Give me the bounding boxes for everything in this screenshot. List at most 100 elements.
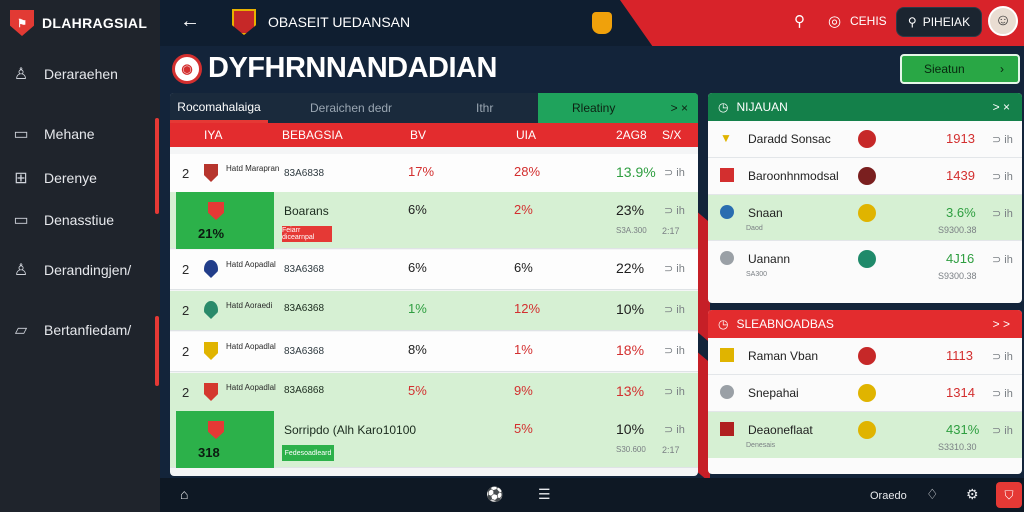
item-small-2: S3310.30	[938, 442, 977, 452]
column-header[interactable]: BV	[410, 128, 427, 142]
brand[interactable]: ⚑ DLAHRAGSIAL	[10, 10, 147, 36]
sidebar-item-1[interactable]: ▭ Mehane	[12, 126, 94, 143]
stat-uia: 5%	[514, 421, 533, 436]
sidebar-item-2[interactable]: ⊞ Derenye	[12, 170, 97, 187]
list-item[interactable]: Snaan 3.6% ⊃ ih Daod S9300.38	[708, 195, 1022, 241]
team-subtitle: 83A6368	[284, 303, 325, 314]
card-arrows[interactable]: > >	[992, 317, 1010, 331]
table-row[interactable]: 21% Boarans Feiarr dicearnpal 6% 2% 23% …	[170, 192, 698, 249]
item-action[interactable]: ⊃ ih	[992, 388, 1013, 400]
bell-icon[interactable]: ♢	[926, 486, 939, 502]
filter-button-label: Sieatun	[924, 62, 965, 76]
team-icon	[720, 205, 734, 219]
item-action[interactable]: ⊃ ih	[992, 351, 1013, 363]
row-action[interactable]: ⊃ ih	[664, 304, 685, 316]
table-row[interactable]: 2 Hatd Marapran 83A6838 17% 28% 13.9% ⊃ …	[170, 154, 698, 194]
row-action[interactable]: ⊃ ih	[664, 167, 685, 179]
item-action[interactable]: ⊃ ih	[992, 134, 1013, 146]
tab-1[interactable]: Deraichen dedr	[310, 93, 392, 123]
rank: 2	[182, 166, 190, 181]
table-row[interactable]: 2 Hatd Aoraedi 83A6368 1% 12% 10% ⊃ ih	[170, 291, 698, 331]
column-header[interactable]: IYA	[204, 128, 223, 142]
filter-button[interactable]: Sieatun ›	[900, 54, 1020, 84]
sidebar-item-5[interactable]: ▱ Bertanfiedam/	[12, 322, 131, 339]
stat-uia: 12%	[514, 301, 541, 316]
item-name: Snaan	[748, 206, 783, 220]
alert-button[interactable]: ⛉	[996, 482, 1022, 508]
item-action[interactable]: ⊃ ih	[992, 425, 1013, 437]
team-subtitle: 83A6838	[284, 168, 325, 179]
stat-bv: 6%	[408, 260, 427, 275]
card-arrows[interactable]: > ×	[992, 100, 1010, 114]
account-button[interactable]: ⚲ PIHEIAK	[896, 7, 982, 37]
column-header[interactable]: 2AG8	[616, 128, 647, 142]
table-row[interactable]: 2 Hatd Aopadlal 83A6368 6% 6% 22% ⊃ ih	[170, 250, 698, 290]
sidebar-scroll-accent[interactable]	[155, 316, 159, 386]
tab-3[interactable]: Rleatiny > ×	[538, 93, 698, 123]
team-icon	[720, 422, 734, 436]
row-action[interactable]: ⊃ ih	[664, 386, 685, 398]
list-item[interactable]: Snepahai 1314 ⊃ ih	[708, 375, 1022, 412]
home-icon[interactable]: ⌂	[180, 486, 189, 502]
sidebar-item-4[interactable]: ♙ Derandingjen/	[12, 262, 131, 279]
header: ← OBASEIT UEDANSAN ⚲ ◎ CEHIS ⚲ PIHEIAK ☺	[160, 0, 1024, 46]
row-action[interactable]: ⊃ ih	[664, 263, 685, 275]
stat-2ag8: 10%	[616, 421, 645, 437]
table-tabs: Rocomahalaiga Deraichen dedr Ithr Rleati…	[170, 93, 698, 123]
list-item[interactable]: Deaoneflaat 431% ⊃ ih Denesais S3310.30	[708, 412, 1022, 458]
trophy-icon[interactable]	[592, 12, 612, 34]
team-icon	[720, 348, 734, 362]
search-icon[interactable]: ⚲	[794, 13, 805, 30]
list-item[interactable]: Baroonhnmodsal 1439 ⊃ ih	[708, 158, 1022, 195]
row-action[interactable]: ⊃ ih	[664, 205, 685, 217]
settings-icon[interactable]: ◎	[828, 13, 842, 30]
sidebar-scroll-accent[interactable]	[155, 118, 159, 214]
bottom-bar-label[interactable]: Oraedo	[870, 490, 907, 502]
sidebar-item-3[interactable]: ▭ Denasstiue	[12, 212, 114, 229]
row-action[interactable]: ⊃ ih	[664, 345, 685, 357]
list-item[interactable]: Raman Vban 1113 ⊃ ih	[708, 338, 1022, 375]
bottom-bar: ⌂ ⚽ ☰ Oraedo ♢ ⚙ ⛉	[160, 478, 1024, 512]
tab-label: Ithr	[476, 101, 494, 115]
item-action[interactable]: ⊃ ih	[992, 254, 1013, 266]
row-small: S30.600	[616, 445, 646, 454]
item-action[interactable]: ⊃ ih	[992, 171, 1013, 183]
table-row[interactable]: 2 Hatd Aopadlal 83A6368 8% 1% 18% ⊃ ih	[170, 332, 698, 372]
column-header[interactable]: UIA	[516, 128, 537, 142]
team-crest-icon	[204, 260, 218, 278]
back-arrow-icon[interactable]: ←	[180, 10, 200, 32]
right-card-top: ◷ NIJAUAN > × ▼ Daradd Sonsac 1913 ⊃ ih …	[708, 93, 1022, 303]
team-subtitle: 83A6368	[284, 264, 325, 275]
card-header: ◷ SLEABNOADBAS > >	[708, 310, 1022, 338]
list-icon[interactable]: ☰	[538, 486, 551, 502]
settings-icon[interactable]: ⚙	[966, 486, 979, 502]
column-header[interactable]: S/X	[662, 128, 682, 142]
stat-2ag8: 13%	[616, 383, 645, 399]
clock-icon: ◷	[718, 317, 729, 331]
list-item[interactable]: Uanann 4J16 ⊃ ih SA300 S9300.38	[708, 241, 1022, 287]
tab-2[interactable]: Ithr	[476, 93, 493, 123]
table-row[interactable]: 318 Sorripdo (Alh Karo10100 Fedesoadlear…	[170, 411, 698, 468]
team-subtitle: 83A6868	[284, 385, 325, 396]
item-action[interactable]: ⊃ ih	[992, 208, 1013, 220]
column-header[interactable]: BEBAGSIA	[282, 128, 343, 142]
stat-bv: 1%	[408, 301, 427, 316]
avatar[interactable]: ☺	[988, 6, 1018, 36]
list-item[interactable]: ▼ Daradd Sonsac 1913 ⊃ ih	[708, 121, 1022, 158]
ball-icon[interactable]: ⚽	[486, 486, 504, 502]
item-name: Snepahai	[748, 386, 799, 400]
item-value: 431%	[946, 422, 980, 437]
sidebar-item-label: Derenye	[44, 170, 97, 186]
item-small: SA300	[746, 271, 768, 278]
row-action[interactable]: ⊃ ih	[664, 424, 685, 436]
item-small-2: S9300.38	[938, 225, 977, 235]
tab-arrows[interactable]: > ×	[670, 101, 688, 115]
tab-0[interactable]: Rocomahalaiga	[170, 93, 268, 123]
header-title: OBASEIT UEDANSAN	[268, 14, 411, 30]
user-icon: ♙	[13, 262, 29, 279]
table-row[interactable]: 2 Hatd Aopadlal 83A6868 5% 9% 13% ⊃ ih	[170, 373, 698, 413]
team-crest-icon	[204, 164, 218, 182]
sidebar-item-0[interactable]: ♙ Deraraehen	[12, 66, 118, 83]
team-icon	[720, 168, 734, 182]
team-crest-icon	[858, 384, 876, 402]
